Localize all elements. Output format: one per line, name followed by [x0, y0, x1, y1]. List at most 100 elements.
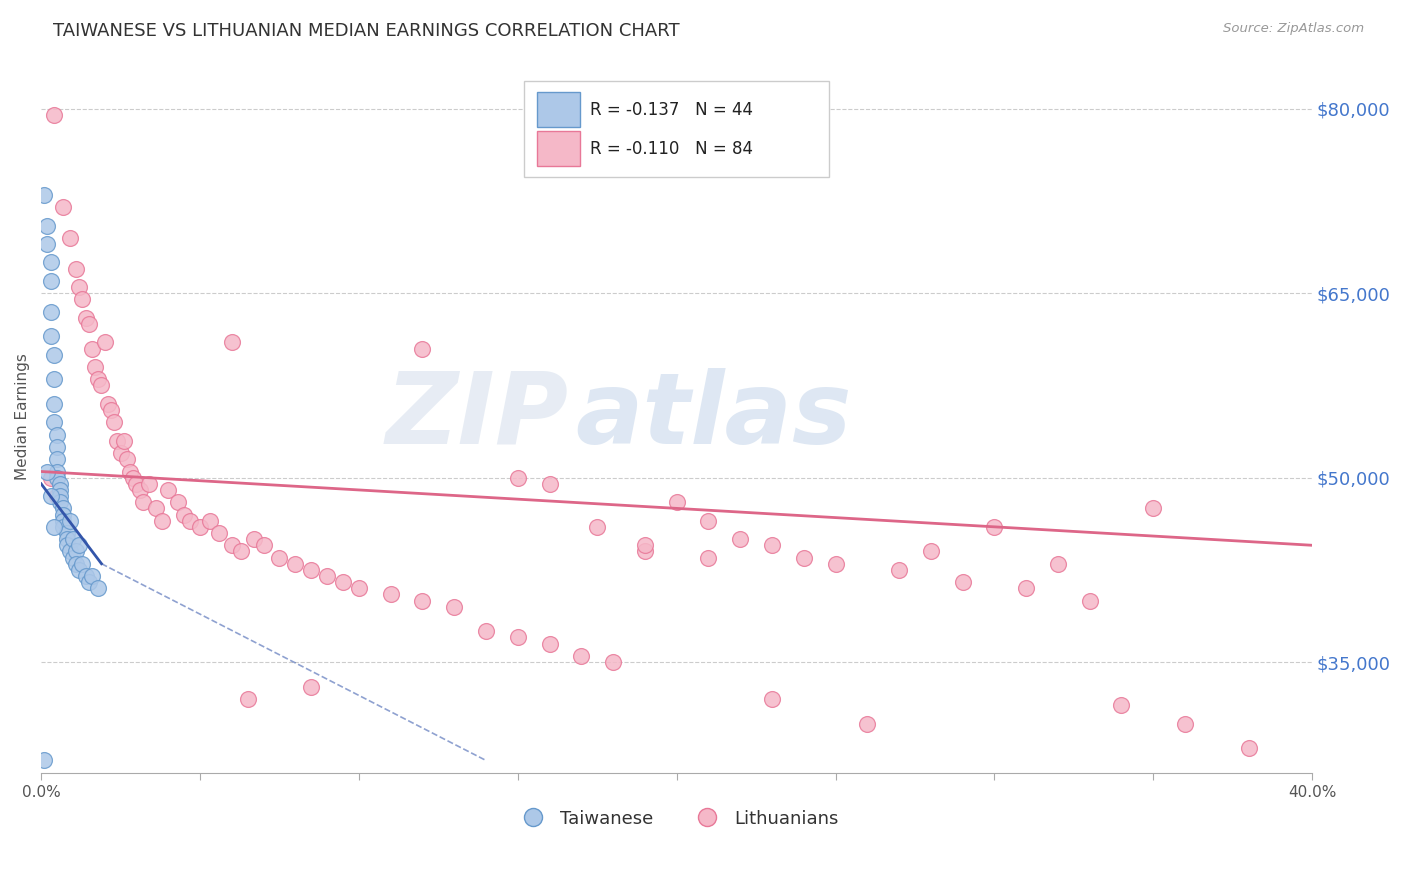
Point — [52, 514, 75, 528]
Point — [39, 329, 62, 343]
Point — [84, 359, 107, 374]
Point — [538, 476, 561, 491]
Point — [46, 489, 69, 503]
Point — [72, 557, 94, 571]
Point — [697, 514, 720, 528]
Point — [125, 476, 148, 491]
Point — [49, 483, 72, 497]
Point — [284, 557, 307, 571]
Point — [59, 514, 82, 528]
Point — [697, 550, 720, 565]
Point — [475, 624, 498, 639]
Point — [39, 255, 62, 269]
Point — [46, 427, 69, 442]
Point — [634, 538, 657, 552]
Legend: Taiwanese, Lithuanians: Taiwanese, Lithuanians — [508, 803, 846, 835]
Point — [132, 495, 155, 509]
Point — [332, 575, 354, 590]
Point — [49, 476, 72, 491]
Point — [77, 575, 100, 590]
Point — [65, 261, 87, 276]
Point — [1237, 741, 1260, 756]
Point — [105, 434, 128, 448]
Point — [179, 514, 201, 528]
Text: TAIWANESE VS LITHUANIAN MEDIAN EARNINGS CORRELATION CHART: TAIWANESE VS LITHUANIAN MEDIAN EARNINGS … — [53, 22, 681, 40]
Point — [32, 754, 55, 768]
Point — [569, 648, 592, 663]
Point — [166, 495, 188, 509]
Point — [634, 544, 657, 558]
Point — [55, 532, 77, 546]
Point — [42, 520, 65, 534]
Point — [65, 544, 87, 558]
Point — [80, 342, 103, 356]
Point — [87, 372, 110, 386]
Point — [62, 550, 84, 565]
Point — [52, 501, 75, 516]
Point — [67, 563, 90, 577]
Point — [188, 520, 211, 534]
Point — [856, 716, 879, 731]
Point — [59, 231, 82, 245]
Point — [443, 599, 465, 614]
Point — [46, 440, 69, 454]
Point — [55, 538, 77, 552]
Point — [37, 219, 59, 233]
Point — [49, 495, 72, 509]
Point — [87, 582, 110, 596]
Point — [665, 495, 688, 509]
FancyBboxPatch shape — [537, 93, 581, 128]
Point — [1046, 557, 1069, 571]
Point — [269, 550, 291, 565]
Text: Source: ZipAtlas.com: Source: ZipAtlas.com — [1223, 22, 1364, 36]
Point — [39, 489, 62, 503]
Point — [122, 470, 145, 484]
Point — [602, 655, 624, 669]
Point — [221, 538, 243, 552]
Point — [72, 293, 94, 307]
Point — [42, 397, 65, 411]
Text: R = -0.137   N = 44: R = -0.137 N = 44 — [591, 101, 754, 119]
Point — [42, 415, 65, 429]
Point — [128, 483, 150, 497]
Point — [243, 532, 266, 546]
Point — [97, 397, 120, 411]
Point — [145, 501, 167, 516]
Point — [75, 569, 97, 583]
FancyBboxPatch shape — [524, 81, 830, 178]
Y-axis label: Median Earnings: Median Earnings — [15, 352, 30, 480]
Point — [62, 532, 84, 546]
Point — [1111, 698, 1133, 712]
Point — [67, 538, 90, 552]
Point — [46, 452, 69, 467]
Point — [157, 483, 180, 497]
Point — [150, 514, 173, 528]
Point — [411, 342, 433, 356]
Point — [1015, 582, 1038, 596]
Point — [824, 557, 846, 571]
Point — [411, 593, 433, 607]
Point — [75, 310, 97, 325]
Point — [65, 557, 87, 571]
Text: ZIP: ZIP — [385, 368, 568, 465]
Point — [1078, 593, 1101, 607]
Point — [52, 200, 75, 214]
Point — [586, 520, 609, 534]
Point — [761, 538, 783, 552]
Point — [347, 582, 370, 596]
Point — [37, 237, 59, 252]
Point — [120, 465, 142, 479]
Point — [1174, 716, 1197, 731]
Point — [920, 544, 942, 558]
Point — [299, 680, 322, 694]
Point — [380, 587, 402, 601]
Point — [793, 550, 815, 565]
Point — [506, 470, 529, 484]
Point — [37, 465, 59, 479]
Text: R = -0.110   N = 84: R = -0.110 N = 84 — [591, 140, 754, 158]
Point — [138, 476, 160, 491]
Point — [46, 470, 69, 484]
Point — [110, 446, 132, 460]
Point — [77, 317, 100, 331]
Point — [32, 187, 55, 202]
